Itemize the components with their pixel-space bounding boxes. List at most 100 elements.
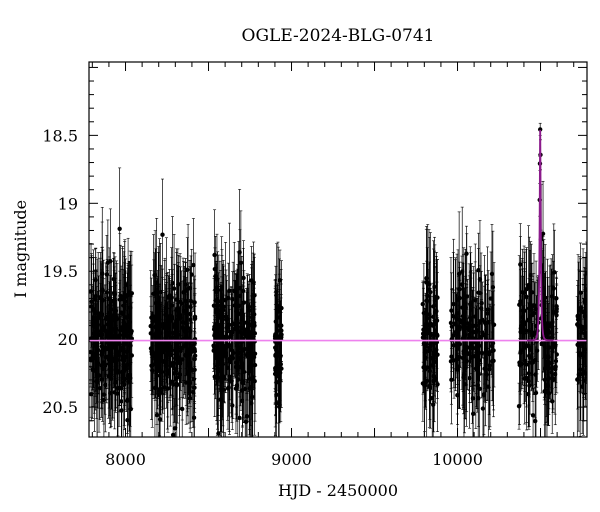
data-point <box>234 383 240 388</box>
data-point <box>113 351 119 356</box>
data-point <box>149 349 154 354</box>
data-point <box>171 286 177 291</box>
data-point <box>148 323 153 329</box>
data-point <box>582 298 587 303</box>
data-point <box>544 322 549 327</box>
y-tick-label: 20.5 <box>42 398 78 417</box>
data-point <box>178 315 183 320</box>
data-point <box>93 343 98 348</box>
data-point <box>189 368 195 373</box>
data-point <box>97 386 103 391</box>
x-tick-label: 8000 <box>105 450 146 469</box>
data-point <box>104 290 110 295</box>
data-point <box>451 301 456 307</box>
data-point <box>475 357 480 362</box>
data-point <box>457 327 462 332</box>
data-point <box>122 367 128 372</box>
data-point <box>241 288 246 294</box>
data-point <box>178 299 183 304</box>
data-point <box>518 262 523 267</box>
data-point <box>225 386 231 391</box>
data-point <box>169 295 174 300</box>
data-point <box>246 329 251 334</box>
data-point <box>117 341 122 347</box>
data-point <box>216 431 221 436</box>
data-point <box>553 358 559 364</box>
data-point <box>478 334 484 340</box>
data-point <box>178 346 184 351</box>
data-point <box>119 408 124 413</box>
data-point <box>191 376 197 382</box>
data-point <box>466 327 472 333</box>
data-point <box>577 343 582 348</box>
data-point <box>484 356 489 362</box>
data-point <box>455 357 460 362</box>
data-point <box>191 262 196 268</box>
data-point <box>521 290 527 295</box>
data-point <box>487 350 492 355</box>
data-point <box>225 316 230 322</box>
axis-tick-labels: 8000 9000 10000 18.5 19 19.5 20 20.5 <box>42 126 483 469</box>
data-point <box>89 299 94 304</box>
x-tick-label: 10000 <box>432 450 483 469</box>
data-point <box>476 343 482 349</box>
data-point <box>533 390 539 396</box>
data-point <box>237 415 242 421</box>
data-point <box>581 378 586 384</box>
data-point <box>106 296 112 301</box>
data-point <box>172 348 178 353</box>
data-point <box>126 379 132 384</box>
data-point <box>230 297 235 302</box>
data-point <box>149 315 154 320</box>
data-point <box>234 360 239 365</box>
data-point <box>473 314 478 319</box>
data-point <box>461 372 467 377</box>
data-point <box>530 360 535 365</box>
model-lines-layer <box>89 129 587 342</box>
data-point <box>174 383 179 388</box>
data-point <box>129 353 134 358</box>
data-point <box>158 353 163 359</box>
data-point <box>124 315 130 320</box>
data-point <box>172 426 178 431</box>
data-point <box>551 310 556 315</box>
data-point <box>546 376 551 381</box>
data-point <box>459 320 465 325</box>
data-point <box>163 312 168 318</box>
data-point <box>247 386 253 391</box>
data-point <box>427 311 432 317</box>
data-point <box>277 315 282 320</box>
data-point <box>457 341 462 347</box>
data-point <box>167 330 172 336</box>
data-point <box>577 308 583 313</box>
data-point <box>175 308 180 313</box>
data-point <box>275 323 280 328</box>
data-point <box>273 352 278 358</box>
y-axis-label: I magnitude <box>11 200 30 298</box>
data-point <box>192 353 198 358</box>
data-point <box>422 326 428 331</box>
data-point <box>423 349 428 354</box>
data-point <box>212 252 217 258</box>
data-point <box>449 354 454 359</box>
data-point <box>524 375 529 381</box>
data-point <box>229 329 234 334</box>
y-tick-label: 19 <box>58 194 78 213</box>
data-point <box>427 383 432 389</box>
data-point <box>154 280 159 285</box>
data-point <box>529 290 535 295</box>
data-point <box>110 356 116 362</box>
data-point <box>473 366 479 371</box>
data-point <box>276 404 282 409</box>
data-point <box>236 329 241 334</box>
data-point <box>244 414 250 419</box>
x-axis-label: HJD - 2450000 <box>278 481 398 500</box>
data-point <box>117 226 122 231</box>
data-point <box>237 250 242 255</box>
data-point <box>164 324 169 329</box>
data-point <box>230 403 235 408</box>
data-point <box>126 373 131 379</box>
data-point <box>537 127 543 132</box>
data-point <box>448 320 454 326</box>
data-point <box>423 367 428 372</box>
